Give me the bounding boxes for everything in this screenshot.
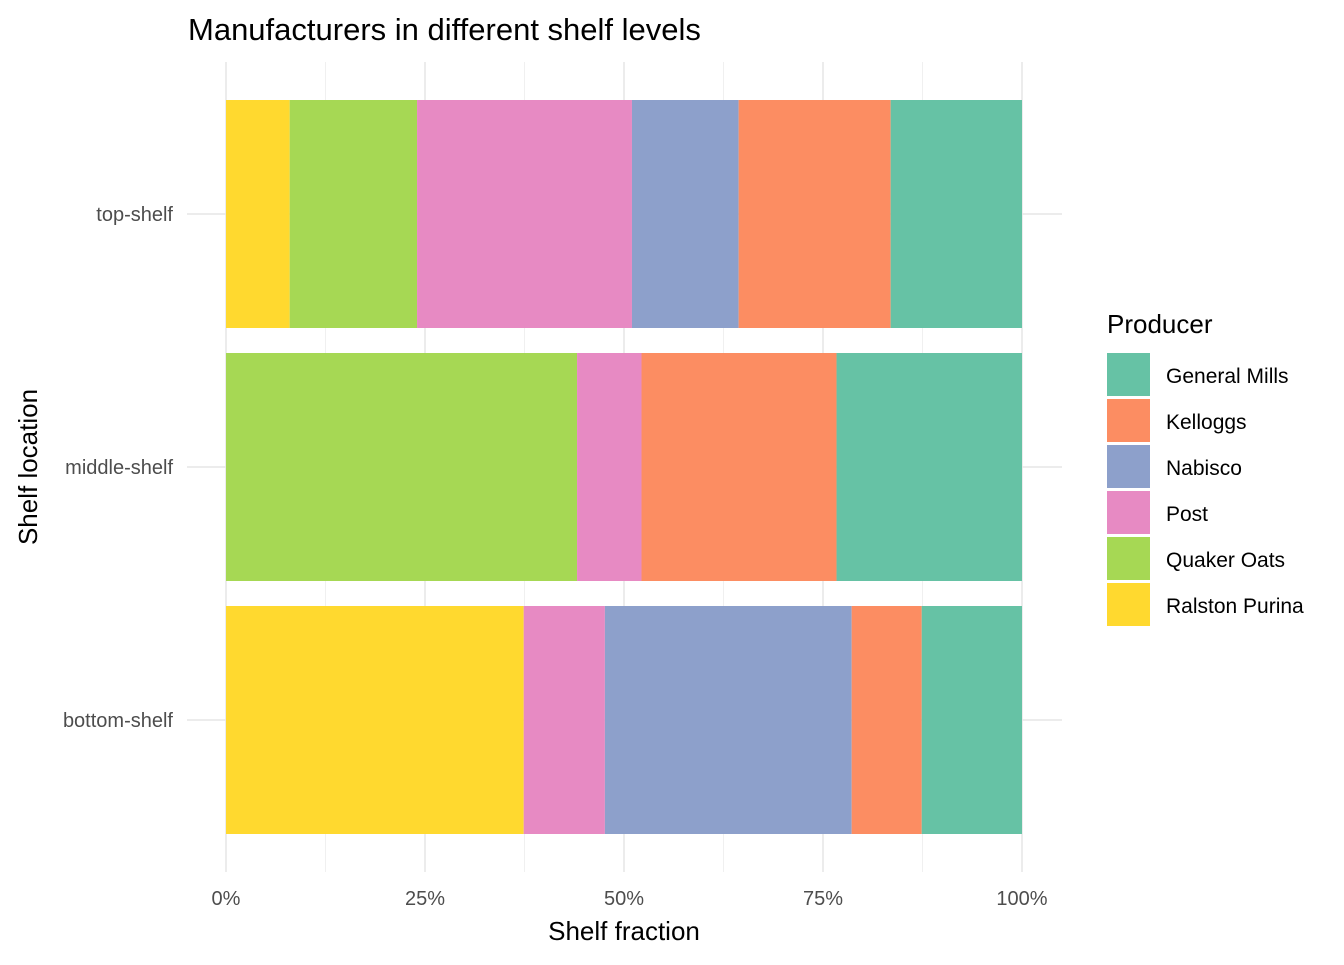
bar-segment-post	[577, 353, 642, 581]
x-tick-label: 100%	[996, 888, 1047, 910]
bar-segment-post	[417, 100, 632, 328]
legend-key	[1107, 537, 1150, 580]
y-tick-label: top-shelf	[96, 204, 173, 226]
x-axis-title: Shelf fraction	[548, 916, 700, 946]
bar-segment-kelloggs	[738, 100, 891, 328]
x-tick-label: 75%	[803, 888, 843, 910]
legend-key	[1107, 399, 1150, 442]
bar-segment-general-mills	[836, 353, 1022, 581]
axis-layer: 0% 25% 50% 75% 100% top-shelf middle-shelf bott…	[63, 204, 1048, 910]
x-tick-label: 0%	[212, 888, 241, 910]
x-tick-label: 50%	[604, 888, 644, 910]
bar-segment-general-mills	[890, 100, 1022, 328]
bar-segment-general-mills	[921, 606, 1022, 834]
legend-label: Nabisco	[1166, 457, 1242, 480]
legend-key	[1107, 445, 1150, 488]
legend-key	[1107, 583, 1150, 626]
bar-segment-kelloggs	[641, 353, 837, 581]
legend-label: Ralston Purina	[1166, 595, 1304, 618]
legend-key	[1107, 353, 1150, 396]
bar-segment-ralston-purina	[226, 606, 524, 834]
bar-segment-nabisco	[631, 100, 739, 328]
legend: Producer General Mills Kelloggs Nabisco Pos…	[1107, 309, 1304, 626]
bar-segment-kelloggs	[851, 606, 922, 834]
legend-label: Post	[1166, 503, 1208, 526]
chart-title: Manufacturers in different shelf levels	[188, 12, 701, 47]
bar-segment-quaker-oats	[226, 353, 578, 581]
bar-segment-post	[523, 606, 605, 834]
legend-label: Quaker Oats	[1166, 549, 1285, 572]
legend-title: Producer	[1107, 309, 1213, 339]
y-tick-label: middle-shelf	[65, 457, 173, 479]
bar-segment-ralston-purina	[226, 100, 290, 328]
bar-layer	[226, 100, 1022, 834]
legend-label: General Mills	[1166, 365, 1289, 388]
bar-segment-quaker-oats	[289, 100, 418, 328]
y-axis-title: Shelf location	[13, 389, 43, 545]
legend-label: Kelloggs	[1166, 411, 1247, 434]
legend-key	[1107, 491, 1150, 534]
bar-segment-nabisco	[604, 606, 852, 834]
y-tick-label: bottom-shelf	[63, 710, 173, 732]
x-tick-label: 25%	[405, 888, 445, 910]
